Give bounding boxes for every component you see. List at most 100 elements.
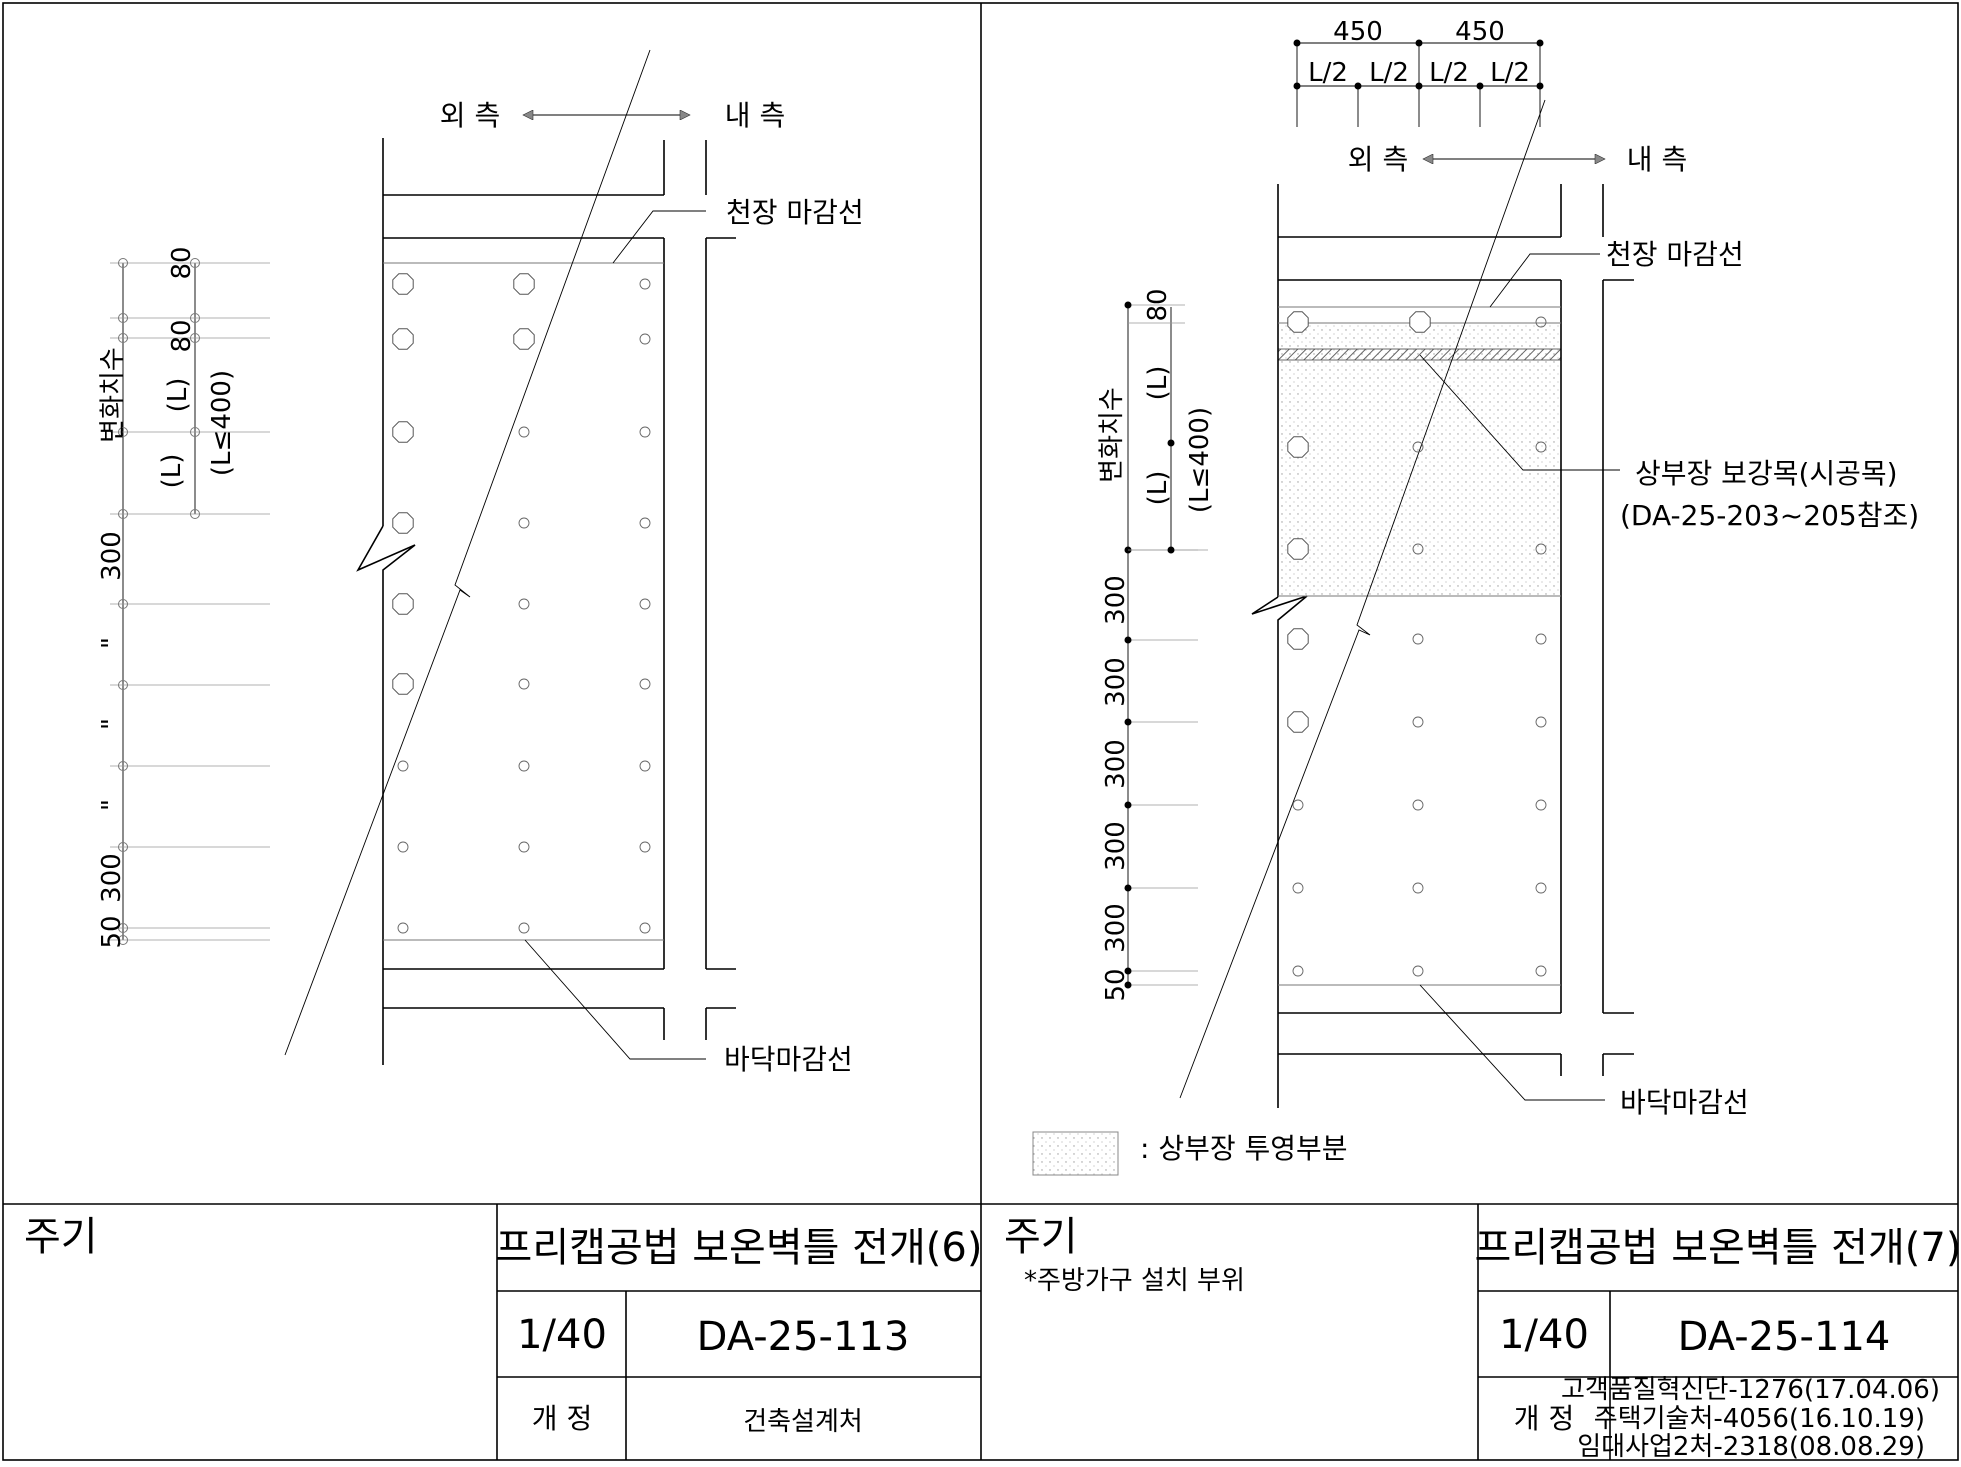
small-tie-hole xyxy=(1412,965,1424,977)
small-tie-hole xyxy=(1412,716,1424,728)
drawing-number: DA-25-113 xyxy=(697,1314,910,1360)
small-tie-hole xyxy=(397,841,409,853)
dim-node xyxy=(1124,884,1132,892)
dim-50: 50 xyxy=(97,915,127,948)
notes-title: 주기 xyxy=(1004,1214,1078,1260)
large-tie-hole xyxy=(1409,311,1431,333)
large-tie-hole xyxy=(1287,538,1309,560)
large-tie-hole xyxy=(392,421,414,443)
dim-L: (L) xyxy=(1143,366,1173,401)
notes-item: *주방가구 설치 부위 xyxy=(1024,1266,1245,1296)
large-tie-hole xyxy=(513,273,535,295)
floor-leader xyxy=(1419,984,1605,1101)
dim-node xyxy=(190,333,200,343)
legend-swatch xyxy=(1032,1131,1119,1176)
dim-300: 300 xyxy=(1101,903,1131,953)
ceiling-finish-label: 천장 마감선 xyxy=(726,196,864,229)
small-tie-hole xyxy=(518,598,530,610)
dim-node xyxy=(118,427,128,437)
small-tie-hole xyxy=(1535,316,1547,328)
variable-dimension-label: 변화치수 xyxy=(98,347,128,443)
inner-side-label: 내 측 xyxy=(725,99,785,132)
wall-section-outline xyxy=(1251,184,1634,1108)
dim-node xyxy=(190,509,200,519)
small-tie-hole xyxy=(639,760,651,772)
revision-entry: 고객품질혁신단-1276(17.04.06) xyxy=(1561,1375,1940,1405)
wall-section-outline xyxy=(356,138,736,1065)
large-tie-hole xyxy=(392,512,414,534)
drawing-title: 프리캡공법 보온벽틀 전개(7) xyxy=(1475,1225,1961,1271)
small-tie-hole xyxy=(639,678,651,690)
dim-80: 80 xyxy=(167,319,197,352)
small-tie-hole xyxy=(1535,441,1547,453)
drawing-title: 프리캡공법 보온벽틀 전개(6) xyxy=(496,1225,983,1271)
dim-node xyxy=(118,935,128,945)
dim-ditto: " xyxy=(97,718,127,730)
small-tie-hole xyxy=(1535,799,1547,811)
dim-half: L/2 xyxy=(1369,58,1409,88)
title-block-left: 주기 프리캡공법 보온벽틀 전개(6) 1/40 DA-25-113 개 정 건… xyxy=(24,1204,982,1460)
dim-300: 300 xyxy=(97,853,127,903)
section-cut-line xyxy=(1179,99,1546,1099)
small-tie-hole xyxy=(518,841,530,853)
small-tie-hole xyxy=(518,426,530,438)
dim-node xyxy=(1124,636,1132,644)
dim-300: 300 xyxy=(1101,739,1131,789)
dim-L: (L) xyxy=(1143,471,1173,506)
dim-300: 300 xyxy=(97,531,127,581)
dim-node xyxy=(1124,718,1132,726)
dim-node xyxy=(118,842,128,852)
small-tie-hole xyxy=(1412,882,1424,894)
small-tie-hole xyxy=(1535,882,1547,894)
small-tie-hole xyxy=(639,278,651,290)
dim-L-max: (L≤400) xyxy=(1185,407,1215,513)
dim-L-max: (L≤400) xyxy=(207,370,237,476)
variable-dimension-label: 변화치수 xyxy=(1097,387,1127,483)
dim-node xyxy=(1167,546,1175,554)
inner-side-label: 내 측 xyxy=(1627,143,1687,176)
reinforcement-timber xyxy=(1277,348,1562,361)
dim-node xyxy=(1167,439,1175,447)
outer-side-label: 외 측 xyxy=(1348,143,1408,176)
dim-node xyxy=(118,599,128,609)
dim-node xyxy=(118,509,128,519)
notes-title: 주기 xyxy=(24,1214,98,1260)
upper-cabinet-projection xyxy=(1278,323,1561,596)
large-tie-hole xyxy=(1287,711,1309,733)
title-block-right: 주기 *주방가구 설치 부위 프리캡공법 보온벽틀 전개(7) 1/40 DA-… xyxy=(1004,1204,1961,1462)
small-tie-hole xyxy=(639,598,651,610)
small-tie-hole xyxy=(1292,965,1304,977)
dim-node xyxy=(118,680,128,690)
small-tie-hole xyxy=(639,841,651,853)
dim-80: 80 xyxy=(167,246,197,279)
dim-node xyxy=(118,923,128,933)
dim-half: L/2 xyxy=(1490,58,1530,88)
reinforcement-label: 상부장 보강목(시공목) xyxy=(1635,457,1898,490)
drawing-number: DA-25-114 xyxy=(1678,1314,1891,1360)
small-tie-hole xyxy=(397,760,409,772)
large-tie-hole xyxy=(392,593,414,615)
vertical-dimensions: 변화치수 80 80 (L) (L≤400) (L) 300 " " " 300… xyxy=(97,246,270,949)
small-tie-hole xyxy=(639,426,651,438)
small-tie-hole xyxy=(639,333,651,345)
dim-node xyxy=(118,258,128,268)
dim-450: 450 xyxy=(1455,17,1505,47)
large-tie-hole xyxy=(1287,311,1309,333)
small-tie-hole xyxy=(639,517,651,529)
floor-finish-label: 바닥마감선 xyxy=(1620,1086,1749,1119)
ceiling-leader xyxy=(1489,253,1600,308)
small-tie-hole xyxy=(1535,543,1547,555)
outer-side-label: 외 측 xyxy=(440,99,500,132)
dim-node xyxy=(118,761,128,771)
scale-value: 1/40 xyxy=(517,1312,607,1358)
dim-450: 450 xyxy=(1333,17,1383,47)
small-tie-hole xyxy=(1412,633,1424,645)
large-tie-hole xyxy=(1287,628,1309,650)
dim-node xyxy=(118,313,128,323)
reinforce-leader xyxy=(1419,354,1620,471)
large-tie-hole xyxy=(392,673,414,695)
large-tie-hole xyxy=(392,273,414,295)
dim-L: (L) xyxy=(157,454,187,489)
